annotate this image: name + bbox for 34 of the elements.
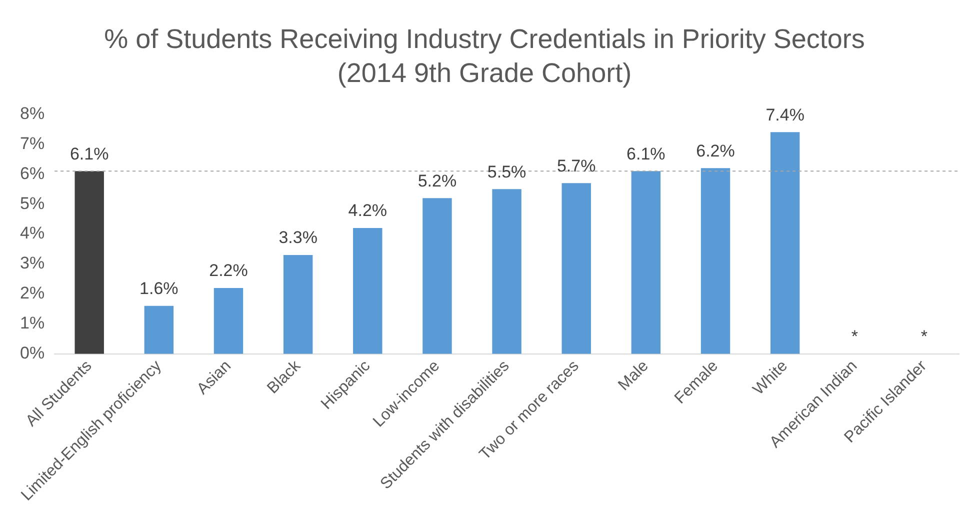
data-label: 1.6% [140,279,178,298]
data-label: 6.2% [696,141,735,160]
y-tick-label: 1% [20,314,45,333]
bar [214,288,244,354]
bar [770,132,800,354]
data-label: 2.2% [209,261,248,280]
data-label: 3.3% [278,228,318,248]
data-label: 4.2% [348,201,388,220]
y-tick-label: 8% [20,104,45,123]
data-label: 5.2% [418,171,457,190]
data-label: 5.7% [556,156,596,176]
y-tick-label: 5% [20,194,45,213]
bar [283,255,313,354]
bar [422,198,452,354]
bar [700,168,730,354]
bar [74,171,104,354]
y-tick-label: 4% [20,224,45,243]
data-label: 5.5% [487,162,526,182]
y-tick-label: 0% [20,344,45,363]
bar [492,189,522,354]
bar [144,306,174,354]
text: * [920,327,928,346]
bar [562,183,591,354]
bar [353,228,382,354]
text: * [851,327,858,346]
y-tick-label: 2% [20,284,45,303]
y-tick-label: 7% [20,134,45,153]
chart-title: % of Students Receiving Industry Credentials in Priority Sectors (2014 9th Grade Cohort) [103,23,866,90]
data-label: 7.4% [766,105,804,124]
data-label: 6.1% [626,144,666,164]
bar [631,171,661,354]
data-label: 6.1% [70,144,109,164]
y-tick-label: 3% [20,254,45,273]
y-tick-label: 6% [20,164,45,183]
